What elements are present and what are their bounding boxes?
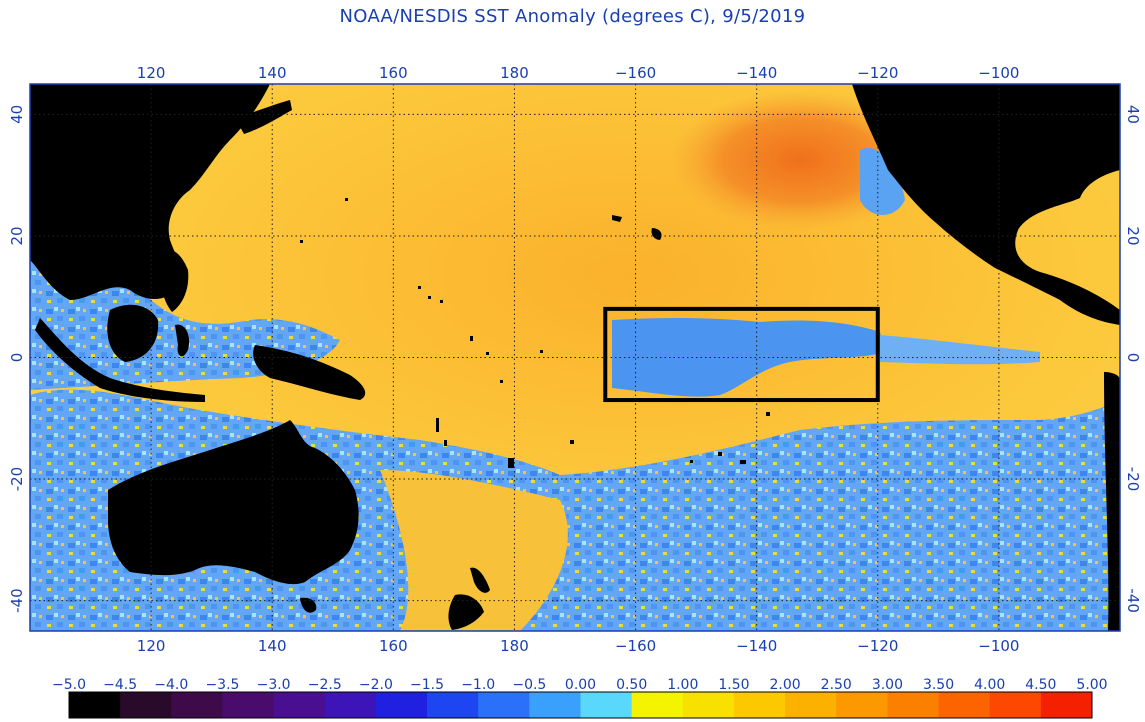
tasmania: [300, 597, 317, 613]
colorbar-swatch: [989, 692, 1042, 718]
colorbar-label: 4.50: [1025, 677, 1056, 693]
lat-tick-label: 0: [8, 353, 26, 363]
lon-tick-label: 120: [137, 637, 166, 655]
lon-tick-label: 140: [258, 64, 287, 82]
colorbar-label: 5.00: [1076, 677, 1107, 693]
colorbar-label: 0.50: [616, 677, 647, 693]
cool-anomaly-eastern-north: [860, 148, 905, 215]
colorbar-label: 3.50: [923, 677, 954, 693]
colorbar-swatch: [375, 692, 428, 718]
colorbar-label: 1.50: [718, 677, 749, 693]
australia: [108, 420, 359, 585]
new-zealand-south: [448, 594, 484, 630]
colorbar-swatch: [529, 692, 581, 718]
colorbar-swatch: [222, 692, 275, 718]
nino-region-highlight-box: [603, 306, 880, 403]
colorbar-label: −2.5: [308, 677, 342, 693]
colorbar-frame: [68, 691, 1093, 719]
new-guinea: [253, 345, 366, 400]
lat-tick-label: -40: [1124, 588, 1142, 613]
colorbar-label: −1.5: [410, 677, 444, 693]
lat-tick-label: 20: [8, 226, 26, 245]
lon-tick-label: 160: [379, 637, 408, 655]
lat-ticks-right: 40 20 0 -20 -40: [1124, 105, 1142, 613]
colorbar-swatch: [938, 692, 991, 718]
lon-tick-label: −120: [857, 637, 898, 655]
lon-tick-label: −100: [978, 64, 1019, 82]
colorbar-swatch: [171, 692, 223, 718]
pacific-islands: [300, 198, 770, 468]
lat-tick-label: -20: [1124, 467, 1142, 492]
colorbar-label: −3.5: [205, 677, 239, 693]
sulawesi: [175, 324, 190, 357]
colorbar-swatch: [785, 692, 837, 718]
lon-tick-label: 160: [379, 64, 408, 82]
colorbar-label: −1.0: [461, 677, 495, 693]
colorbar-swatch: [69, 692, 121, 718]
asia-landmass: [30, 84, 270, 300]
colorbar-swatch: [733, 692, 786, 718]
north-america: [852, 84, 1120, 325]
colorbar-label: −5.0: [52, 677, 86, 693]
colorbar-label: 4.00: [974, 677, 1005, 693]
colorbar-swatch: [580, 692, 633, 718]
colorbar-swatch: [273, 692, 326, 718]
colorbar-swatch: [631, 692, 684, 718]
philippines: [159, 248, 189, 312]
lon-tick-label: −160: [615, 64, 656, 82]
colorbar-label: −0.5: [512, 677, 546, 693]
lon-tick-label: −140: [736, 637, 777, 655]
colorbar-label: 1.00: [667, 677, 698, 693]
lat-ticks-left: 40 20 0 -20 -40: [8, 105, 26, 613]
colorbar: [68, 691, 1093, 719]
warm-patch-south: [380, 470, 568, 631]
cold-tongue-eastern: [880, 335, 1040, 365]
lat-tick-label: 40: [1124, 105, 1142, 124]
lon-tick-label: 120: [137, 64, 166, 82]
lat-tick-label: 40: [8, 105, 26, 124]
map-frame: [29, 83, 1121, 632]
cold-tongue-equatorial: [612, 318, 885, 397]
colorbar-label: −2.0: [359, 677, 393, 693]
colorbar-label: −4.0: [154, 677, 188, 693]
colorbar-label: 0.00: [565, 677, 596, 693]
colorbar-label: 2.00: [770, 677, 801, 693]
lat-tick-label: -40: [8, 588, 26, 613]
colorbar-swatch: [887, 692, 940, 718]
colorbar-swatch: [682, 692, 735, 718]
lat-tick-label: 20: [1124, 226, 1142, 245]
japan: [235, 100, 292, 134]
lon-tick-label: −140: [736, 64, 777, 82]
colorbar-swatch: [427, 692, 479, 718]
lon-tick-label: −120: [857, 64, 898, 82]
colorbar-label: 3.00: [872, 677, 903, 693]
colorbar-swatch: [324, 692, 377, 718]
colorbar-swatch: [120, 692, 172, 718]
lon-tick-label: 140: [258, 637, 287, 655]
sumatra-java: [35, 318, 205, 402]
south-america-tip: [1104, 372, 1120, 631]
colorbar-label: −3.0: [257, 677, 291, 693]
hawaii: [612, 215, 662, 240]
map-title: NOAA/NESDIS SST Anomaly (degrees C), 9/5…: [339, 6, 806, 27]
colorbar-labels: −5.0 −4.5 −4.0 −3.5 −3.0 −2.5 −2.0 −1.5 −1.0 −0.5…: [52, 677, 1108, 693]
lon-ticks-bottom: 120 140 160 180 −160 −140 −120 −100: [137, 637, 1020, 655]
new-zealand-north: [470, 567, 490, 593]
lon-tick-label: 180: [500, 637, 529, 655]
colorbar-label: −4.5: [103, 677, 137, 693]
lon-tick-label: −100: [978, 637, 1019, 655]
lon-tick-label: −160: [615, 637, 656, 655]
land: [30, 84, 1120, 631]
colorbar-swatch: [1040, 692, 1093, 718]
lon-ticks-top: 120 140 160 180 −160 −140 −120 −100: [137, 64, 1020, 82]
lat-tick-label: -20: [8, 467, 26, 492]
colorbar-swatch: [836, 692, 888, 718]
lat-tick-label: 0: [1124, 353, 1142, 363]
colorbar-swatch: [478, 692, 530, 718]
lon-tick-label: 180: [500, 64, 529, 82]
colorbar-label: 2.50: [821, 677, 852, 693]
borneo: [107, 304, 159, 362]
gridlines: [30, 84, 1120, 631]
